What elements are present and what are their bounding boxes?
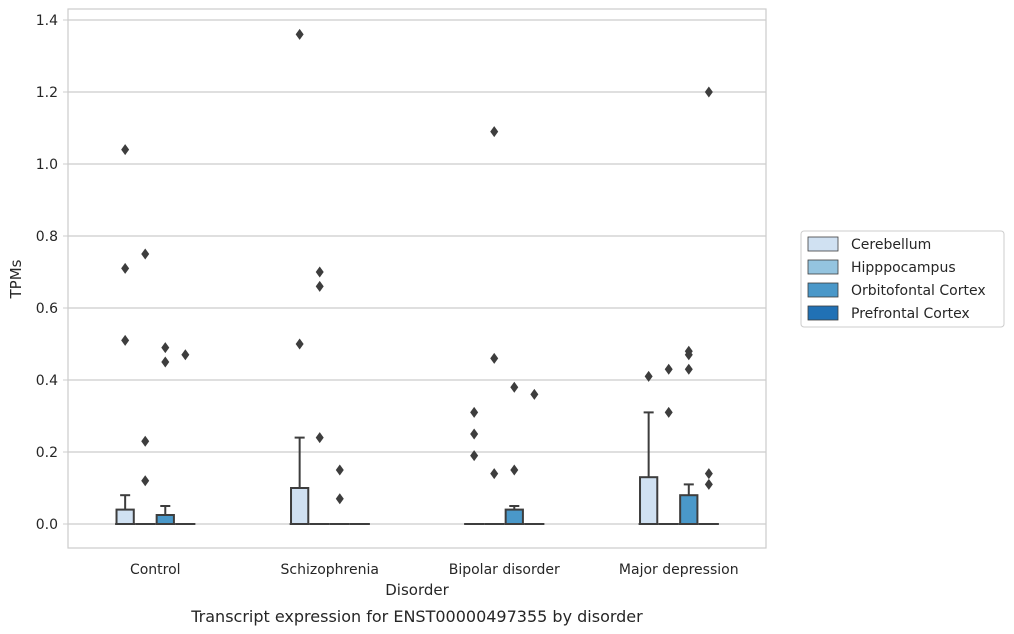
box xyxy=(638,411,659,526)
outlier-point xyxy=(490,352,499,364)
y-axis-label: TPMs xyxy=(7,259,25,299)
legend-swatch xyxy=(807,305,839,321)
y-tick-label: 0.0 xyxy=(36,517,58,533)
outlier-point xyxy=(121,334,130,346)
outlier-point xyxy=(684,363,693,375)
outlier-point xyxy=(470,450,479,462)
y-tick-label: 0.6 xyxy=(36,301,58,317)
box xyxy=(115,494,136,526)
x-tick-label: Schizophrenia xyxy=(281,562,379,578)
outlier-point xyxy=(141,248,150,260)
outlier-point xyxy=(295,338,304,350)
outlier-point xyxy=(315,266,324,278)
outlier-point xyxy=(490,468,499,480)
outlier-point xyxy=(295,28,304,40)
outlier-point xyxy=(161,342,170,354)
legend-label: Prefrontal Cortex xyxy=(851,306,970,322)
x-tick-label: Bipolar disorder xyxy=(449,562,560,578)
outlier-point xyxy=(704,478,713,490)
outlier-point xyxy=(470,406,479,418)
chart-caption: Transcript expression for ENST0000049735… xyxy=(190,607,643,626)
legend-frame xyxy=(800,230,1005,328)
box-body xyxy=(679,494,699,526)
outlier-point xyxy=(121,144,130,156)
y-tick-label: 0.2 xyxy=(36,445,58,461)
legend-swatch xyxy=(807,282,839,298)
box xyxy=(155,505,176,525)
outlier-point xyxy=(644,370,653,382)
outlier-point xyxy=(315,280,324,292)
outlier-point xyxy=(510,464,519,476)
legend-label: Orbitofontal Cortex xyxy=(851,283,986,299)
legend-swatch xyxy=(807,236,839,252)
legend-label: Hipppocampus xyxy=(851,260,956,276)
outlier-point xyxy=(490,126,499,138)
box xyxy=(504,505,525,526)
legend-swatch xyxy=(807,259,839,275)
outlier-point xyxy=(704,468,713,480)
box-body xyxy=(639,476,659,526)
x-tick-label: Major depression xyxy=(619,562,739,578)
outlier-point xyxy=(684,349,693,361)
box xyxy=(289,436,310,525)
y-tick-label: 0.8 xyxy=(36,229,58,245)
outlier-point xyxy=(470,428,479,440)
outlier-point xyxy=(121,262,130,274)
box-body xyxy=(115,508,135,526)
outlier-point xyxy=(141,475,150,487)
gridlines xyxy=(68,19,766,525)
outlier-point xyxy=(664,363,673,375)
x-axis-label: Disorder xyxy=(385,581,449,599)
y-tick-label: 1.0 xyxy=(36,157,58,173)
outlier-point xyxy=(510,381,519,393)
outlier-point xyxy=(181,349,190,361)
y-tick-label: 1.2 xyxy=(36,85,58,101)
y-axis-ticks: 0.0 0.2 0.4 0.6 0.8 1.0 1.2 1.4 xyxy=(36,13,68,533)
outlier-point xyxy=(161,356,170,368)
box-body xyxy=(504,508,524,526)
outlier-point xyxy=(335,464,344,476)
x-tick-label: Control xyxy=(130,562,181,578)
y-tick-label: 0.4 xyxy=(36,373,58,389)
box xyxy=(678,483,699,526)
y-tick-label: 1.4 xyxy=(36,13,58,29)
outlier-point xyxy=(315,432,324,444)
outliers-layer xyxy=(121,28,713,505)
legend: Cerebellum Hipppocampus Orbitofontal Corte… xyxy=(800,230,1005,328)
outlier-point xyxy=(664,406,673,418)
outlier-point xyxy=(141,435,150,447)
boxes-layer xyxy=(115,411,719,526)
outlier-point xyxy=(335,493,344,505)
legend-label: Cerebellum xyxy=(851,237,931,253)
box-body xyxy=(155,514,175,525)
box-body xyxy=(290,487,310,525)
outlier-point xyxy=(530,388,539,400)
outlier-point xyxy=(704,86,713,98)
plot-area xyxy=(67,8,767,549)
x-axis-ticks: Control Schizophrenia Bipolar disorder Majo… xyxy=(130,562,739,578)
